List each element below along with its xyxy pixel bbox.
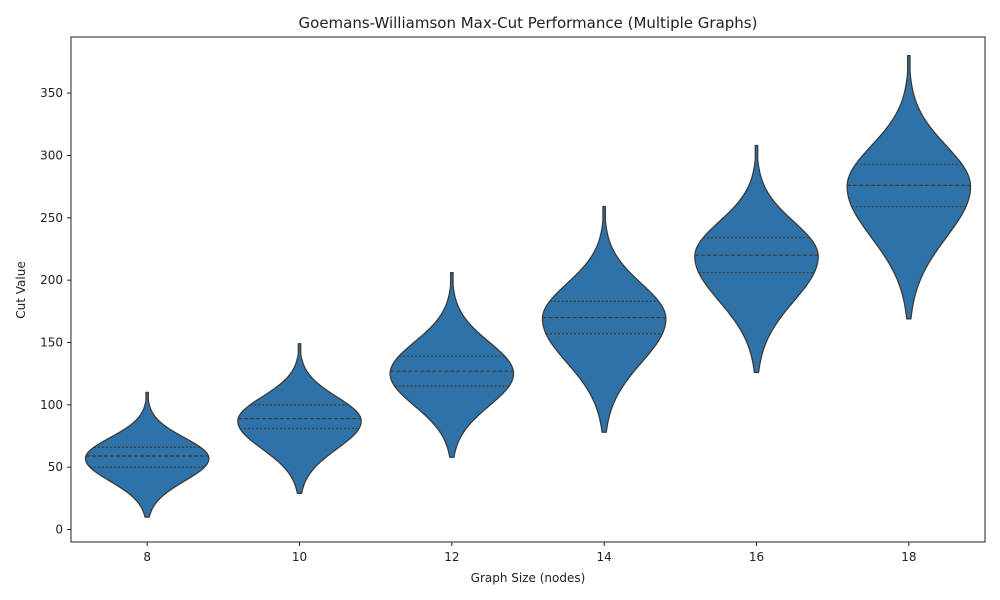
x-axis: 8 10 12 14 16 18 <box>143 542 916 564</box>
plot-area <box>84 55 972 518</box>
x-tick-label: 16 <box>749 550 764 564</box>
x-tick-label: 18 <box>901 550 916 564</box>
chart-title: Goemans-Williamson Max-Cut Performance (… <box>299 14 758 32</box>
y-tick-label: 150 <box>40 335 63 349</box>
x-axis-title: Graph Size (nodes) <box>471 571 586 585</box>
violin-body <box>694 144 819 374</box>
violin-body <box>84 391 210 518</box>
violin-body <box>389 272 515 458</box>
y-tick-label: 50 <box>48 460 63 474</box>
x-tick-label: 10 <box>292 550 307 564</box>
y-tick-label: 0 <box>55 523 63 537</box>
x-tick-label: 14 <box>597 550 612 564</box>
violin-body <box>846 55 972 320</box>
violin-body <box>541 205 667 433</box>
y-axis-title: Cut Value <box>14 261 28 318</box>
y-axis: 0 50 100 150 200 250 300 350 <box>40 86 71 537</box>
y-tick-label: 300 <box>40 148 63 162</box>
y-tick-label: 250 <box>40 211 63 225</box>
plot-frame <box>70 36 986 543</box>
x-tick-label: 8 <box>143 550 151 564</box>
y-tick-label: 350 <box>40 86 63 100</box>
y-tick-label: 100 <box>40 398 63 412</box>
y-tick-label: 200 <box>40 273 63 287</box>
x-tick-label: 12 <box>444 550 459 564</box>
